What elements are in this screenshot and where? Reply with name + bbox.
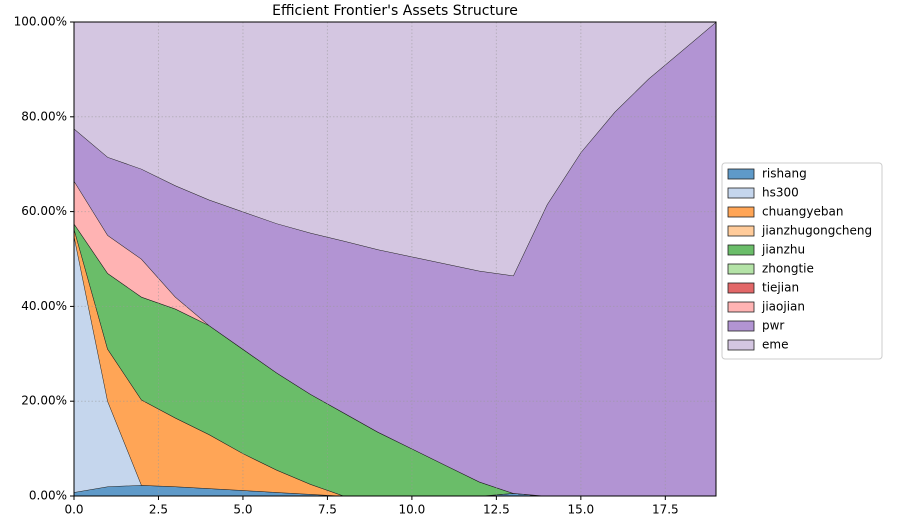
- y-tick-label: 80.00%: [21, 109, 67, 123]
- legend-label: rishang: [762, 167, 807, 181]
- legend-swatch: [727, 339, 755, 351]
- legend-label: jianzhu: [761, 243, 805, 257]
- x-tick-label: 10.0: [399, 503, 426, 517]
- area: [74, 485, 716, 496]
- legend-swatch: [727, 244, 755, 256]
- legend-swatch: [727, 187, 755, 199]
- legend-frame: [721, 162, 883, 360]
- legend-label: zhongtie: [762, 262, 814, 276]
- legend-label: hs300: [762, 186, 799, 200]
- legend-swatch: [727, 282, 755, 294]
- plot-frame: [73, 21, 717, 497]
- y-tick-label: 40.00%: [21, 299, 67, 313]
- legend-label: tiejian: [762, 281, 799, 295]
- legend-label: pwr: [762, 319, 784, 333]
- legend-label: jiaojian: [761, 300, 805, 314]
- y-tick-label: 60.00%: [21, 204, 67, 218]
- y-tick-label: 20.00%: [21, 394, 67, 408]
- legend-swatch: [727, 168, 755, 180]
- legend-swatch: [727, 263, 755, 275]
- legend-label: chuangyeban: [762, 205, 843, 219]
- legend-label: jianzhugongcheng: [761, 224, 872, 238]
- legend-swatch: [727, 301, 755, 313]
- area: [74, 223, 716, 496]
- area: [74, 228, 716, 496]
- chart-title: Efficient Frontier's Assets Structure: [272, 3, 518, 19]
- x-tick-label: 12.5: [483, 503, 510, 517]
- x-tick-label: 17.5: [652, 503, 679, 517]
- x-tick-label: 15.0: [567, 503, 594, 517]
- x-tick-label: 7.5: [318, 503, 337, 517]
- y-tick-label: 100.00%: [14, 15, 67, 29]
- legend-swatch: [727, 206, 755, 218]
- legend-label: eme: [762, 338, 788, 352]
- area: [74, 22, 716, 496]
- x-tick-label: 2.5: [149, 503, 168, 517]
- y-tick-label: 0.00%: [29, 489, 67, 503]
- area: [74, 22, 716, 276]
- legend-swatch: [727, 225, 755, 237]
- x-tick-label: 5.0: [233, 503, 252, 517]
- legend-swatch: [727, 320, 755, 332]
- x-tick-label: 0.0: [64, 503, 83, 517]
